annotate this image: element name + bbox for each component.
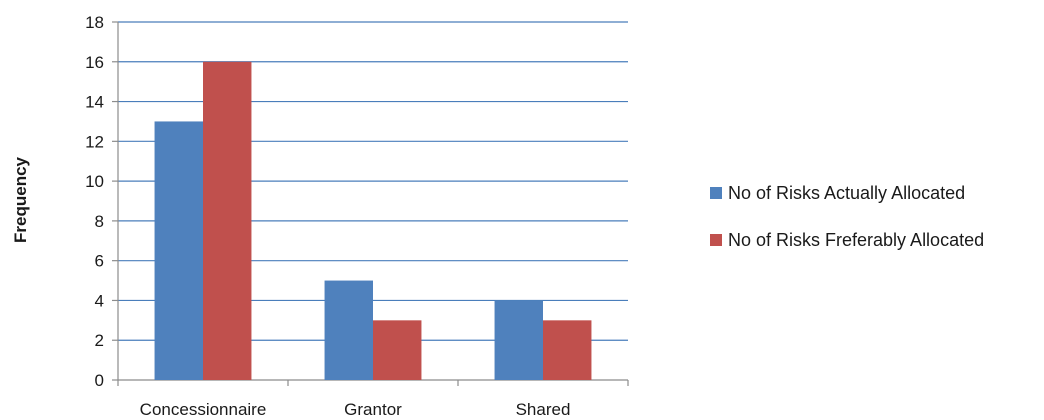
legend-swatch <box>710 234 722 246</box>
y-tick-label: 8 <box>95 212 104 231</box>
y-tick-label: 10 <box>85 172 104 191</box>
legend: No of Risks Actually Allocated No of Risk… <box>710 183 984 250</box>
bar-concessionnaire-series-1 <box>154 121 203 380</box>
x-tick-label: Shared <box>516 400 571 419</box>
bar-concessionnaire-series-2 <box>203 61 252 381</box>
bar-grantor-series-2 <box>373 320 422 380</box>
y-tick-label: 4 <box>95 291 104 310</box>
bar-grantor-series-1 <box>324 280 373 380</box>
legend-label: No of Risks Freferably Allocated <box>728 230 984 250</box>
y-tick-label: 14 <box>85 93 104 112</box>
y-tick-label: 16 <box>85 53 104 72</box>
bars <box>154 61 592 381</box>
legend-label: No of Risks Actually Allocated <box>728 183 965 203</box>
x-tick-label: Concessionnaire <box>140 400 267 419</box>
bar-shared-series-2 <box>543 320 592 380</box>
y-tick-labels: 0 2 4 6 8 10 12 14 16 18 <box>85 13 104 390</box>
y-axis-label: Frequency <box>11 156 30 243</box>
bar-shared-series-1 <box>494 300 543 380</box>
legend-swatch <box>710 187 722 199</box>
y-tick-label: 2 <box>95 331 104 350</box>
y-tick-label: 0 <box>95 371 104 390</box>
y-tick-label: 12 <box>85 132 104 151</box>
y-tick-label: 18 <box>85 13 104 32</box>
x-tick-label: Grantor <box>344 400 402 419</box>
y-tick-label: 6 <box>95 252 104 271</box>
x-tick-labels: Concessionnaire Grantor Shared <box>140 400 571 419</box>
